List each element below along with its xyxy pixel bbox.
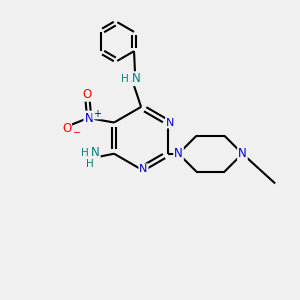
Text: N: N [91,146,100,159]
Text: N: N [139,164,148,174]
Text: H: H [81,148,89,158]
Text: O: O [62,122,71,135]
Text: −: − [73,128,81,138]
Text: O: O [83,88,92,101]
Text: N: N [238,147,247,160]
Text: N: N [166,118,175,128]
Text: N: N [132,72,141,85]
Text: H: H [121,74,129,84]
Text: +: + [93,109,101,118]
Text: N: N [84,112,93,124]
Text: H: H [86,158,94,169]
Text: N: N [174,147,183,160]
